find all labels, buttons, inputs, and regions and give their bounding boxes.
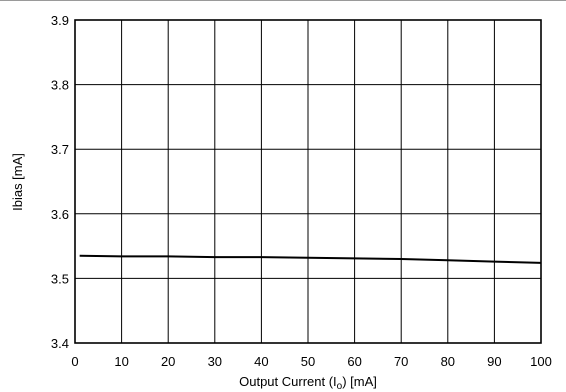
- plot-frame: [74, 19, 542, 344]
- x-tick-label: 30: [208, 354, 222, 369]
- y-axis-label: Ibias [mA]: [10, 153, 25, 211]
- series-layer: [79, 254, 542, 264]
- top-border: [0, 0, 566, 1]
- x-tick-label: 50: [301, 354, 315, 369]
- x-tick-labels: 0 10 20 30 40 50 60 70 80 90 100: [71, 354, 551, 369]
- x-tick-label: 80: [441, 354, 455, 369]
- grid-lines: [74, 19, 542, 344]
- y-tick-label: 3.6: [51, 207, 69, 222]
- x-tick-label: 0: [71, 354, 78, 369]
- y-tick-label: 3.4: [51, 336, 69, 351]
- y-tick-label: 3.9: [51, 13, 69, 28]
- x-tick-label: 20: [161, 354, 175, 369]
- x-tick-label: 40: [254, 354, 268, 369]
- y-tick-labels: 3.4 3.5 3.6 3.7 3.8 3.9: [51, 13, 69, 351]
- x-tick-label: 10: [114, 354, 128, 369]
- y-tick-label: 3.8: [51, 78, 69, 93]
- y-tick-label: 3.5: [51, 271, 69, 286]
- series-line: [79, 254, 542, 264]
- x-tick-label: 70: [394, 354, 408, 369]
- x-tick-label: 100: [530, 354, 552, 369]
- x-tick-label: 90: [487, 354, 501, 369]
- y-tick-label: 3.7: [51, 142, 69, 157]
- x-axis-label: Output Current (Io) [mA]: [239, 374, 377, 392]
- x-tick-label: 60: [347, 354, 361, 369]
